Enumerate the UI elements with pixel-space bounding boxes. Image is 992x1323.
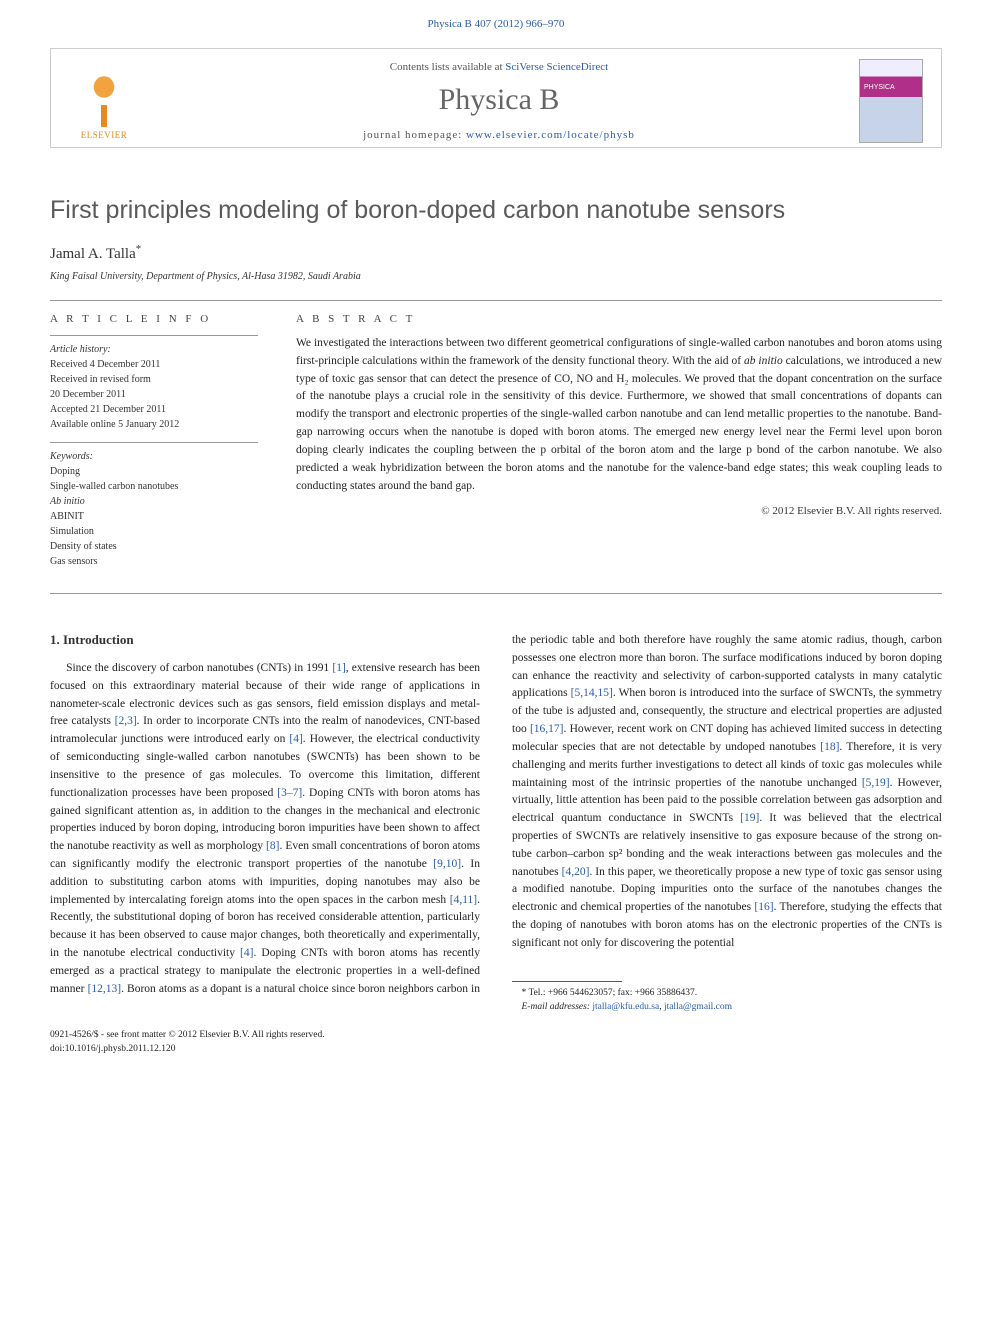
journal-name: Physica B bbox=[139, 83, 859, 117]
citation-link[interactable]: [2,3] bbox=[115, 715, 137, 727]
email-label: E-mail addresses: bbox=[522, 1002, 593, 1012]
elsevier-tree-icon bbox=[79, 73, 129, 127]
page-footer: 0921-4526/$ - see front matter © 2012 El… bbox=[50, 1028, 942, 1057]
article-info-heading: A R T I C L E I N F O bbox=[50, 313, 258, 325]
keywords-block: Keywords: Doping Single-walled carbon na… bbox=[50, 442, 258, 569]
journal-cover-thumbnail bbox=[859, 59, 923, 143]
history-line: Received 4 December 2011 bbox=[50, 359, 160, 370]
homepage-link[interactable]: www.elsevier.com/locate/physb bbox=[466, 129, 635, 141]
citation-link[interactable]: [12,13] bbox=[88, 983, 122, 995]
abstract-text: We investigated the interactions between… bbox=[296, 335, 942, 495]
footnote-block: * Tel.: +966 544623057; fax: +966 358864… bbox=[512, 981, 942, 1015]
body-span: Since the discovery of carbon nanotubes … bbox=[66, 662, 332, 674]
section-number: 1. bbox=[50, 632, 60, 647]
corresponding-footnote: * Tel.: +966 544623057; fax: +966 358864… bbox=[512, 986, 942, 1000]
elsevier-label: ELSEVIER bbox=[81, 130, 128, 140]
tel-label: * Tel.: bbox=[522, 988, 548, 998]
keywords-head: Keywords: bbox=[50, 451, 93, 462]
citation-link[interactable]: [4,11] bbox=[450, 894, 477, 906]
body-span: conductivity bbox=[178, 947, 241, 959]
footnote-rule bbox=[512, 981, 622, 982]
body-text: Since the discovery of carbon nanotubes … bbox=[50, 632, 942, 1014]
abstract-em: ab initio bbox=[744, 355, 783, 367]
citation-link[interactable]: [4] bbox=[240, 947, 253, 959]
contents-available: Contents lists available at SciVerse Sci… bbox=[139, 61, 859, 73]
tel-value: +966 544623057 bbox=[548, 988, 613, 998]
sciencedirect-link[interactable]: SciVerse ScienceDirect bbox=[505, 61, 608, 73]
citation-link[interactable]: [16,17] bbox=[530, 723, 564, 735]
citation-link[interactable]: [19] bbox=[740, 812, 759, 824]
history-head: Article history: bbox=[50, 344, 111, 355]
homepage-prefix: journal homepage: bbox=[363, 129, 466, 141]
history-line: Available online 5 January 2012 bbox=[50, 419, 179, 430]
keyword: Ab initio bbox=[50, 496, 85, 507]
article-title: First principles modeling of boron-doped… bbox=[50, 196, 942, 225]
fax-label: ; fax: bbox=[613, 988, 635, 998]
body-columns: 1. Introduction Since the discovery of c… bbox=[50, 632, 942, 1014]
citation-link[interactable]: [16] bbox=[754, 901, 773, 913]
email-link[interactable]: jtalla@kfu.edu.sa bbox=[592, 1002, 659, 1012]
citation-link[interactable]: [1] bbox=[332, 662, 345, 674]
doi-line: doi:10.1016/j.physb.2011.12.120 bbox=[50, 1044, 176, 1054]
citation-link[interactable]: [3–7] bbox=[277, 787, 302, 799]
citation-link[interactable]: [8] bbox=[266, 840, 279, 852]
citation-link[interactable]: [5,19] bbox=[862, 777, 890, 789]
journal-masthead: ELSEVIER Contents lists available at Sci… bbox=[50, 48, 942, 148]
rule-bottom bbox=[50, 593, 942, 594]
abstract-span: calculations, we introduced a new type o… bbox=[296, 355, 942, 492]
citation-link[interactable]: [9,10] bbox=[433, 858, 461, 870]
elsevier-logo: ELSEVIER bbox=[69, 62, 139, 140]
abstract-heading: A B S T R A C T bbox=[296, 313, 942, 325]
email-footnote: E-mail addresses: jtalla@kfu.edu.sa, jta… bbox=[512, 1000, 942, 1014]
header-citation: Physica B 407 (2012) 966–970 bbox=[0, 0, 992, 40]
author-marker: * bbox=[136, 243, 142, 255]
citation-link[interactable]: [4,20] bbox=[562, 866, 590, 878]
citation-link[interactable]: [5,14,15] bbox=[571, 687, 613, 699]
keyword: Single-walled carbon nanotubes bbox=[50, 481, 178, 492]
article-history: Article history: Received 4 December 201… bbox=[50, 335, 258, 432]
abstract-column: A B S T R A C T We investigated the inte… bbox=[296, 313, 942, 579]
keyword: Density of states bbox=[50, 541, 117, 552]
article-info-column: A R T I C L E I N F O Article history: R… bbox=[50, 313, 258, 579]
affiliation: King Faisal University, Department of Ph… bbox=[50, 271, 942, 282]
rule-top bbox=[50, 300, 942, 301]
author-name: Jamal A. Talla* bbox=[50, 243, 942, 263]
keyword: Simulation bbox=[50, 526, 94, 537]
history-line: Accepted 21 December 2011 bbox=[50, 404, 166, 415]
citation-link[interactable]: [18] bbox=[820, 741, 839, 753]
citation-link[interactable]: [4] bbox=[289, 733, 302, 745]
section-title: Introduction bbox=[63, 632, 134, 647]
fax-value: +966 35886437 bbox=[635, 988, 695, 998]
issn-line: 0921-4526/$ - see front matter © 2012 El… bbox=[50, 1030, 325, 1040]
section-heading: 1. Introduction bbox=[50, 632, 480, 648]
history-line: 20 December 2011 bbox=[50, 389, 126, 400]
keyword: Doping bbox=[50, 466, 80, 477]
keyword: Gas sensors bbox=[50, 556, 98, 567]
author-text: Jamal A. Talla bbox=[50, 246, 136, 262]
history-line: Received in revised form bbox=[50, 374, 151, 385]
copyright-line: © 2012 Elsevier B.V. All rights reserved… bbox=[296, 505, 942, 517]
journal-homepage: journal homepage: www.elsevier.com/locat… bbox=[139, 129, 859, 141]
email-link[interactable]: jtalla@gmail.com bbox=[664, 1002, 732, 1012]
keyword: ABINIT bbox=[50, 511, 84, 522]
contents-prefix: Contents lists available at bbox=[390, 61, 505, 73]
